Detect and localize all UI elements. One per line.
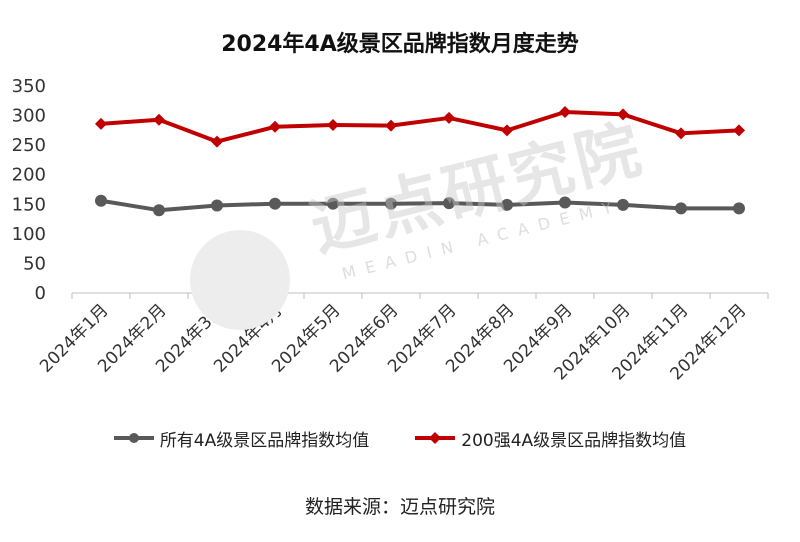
y-tick-label: 100 <box>12 224 46 245</box>
legend-item-all: 所有4A级景区品牌指数均值 <box>113 426 370 451</box>
series-line-1 <box>99 198 741 213</box>
legend-label-all: 所有4A级景区品牌指数均值 <box>159 430 370 451</box>
data-point <box>327 119 339 132</box>
data-point <box>675 202 687 215</box>
series-line-2 <box>99 110 741 144</box>
source-note: 数据来源：迈点研究院 <box>304 496 495 518</box>
legend-swatch-all <box>113 433 154 443</box>
y-tick-label: 350 <box>12 76 46 97</box>
data-point <box>269 120 281 133</box>
data-point <box>617 108 629 121</box>
legend: 所有4A级景区品牌指数均值 200强4A级景区品牌指数均值 <box>0 425 800 451</box>
data-point <box>95 117 107 130</box>
chart-title: 2024年4A级景区品牌指数月度走势 <box>221 32 579 57</box>
y-tick-label: 250 <box>12 135 46 156</box>
y-tick-label: 300 <box>12 106 46 127</box>
data-point <box>327 197 339 210</box>
data-point <box>385 197 397 210</box>
legend-label-top200: 200强4A级景区品牌指数均值 <box>461 430 687 451</box>
data-point <box>95 194 107 207</box>
y-tick-label: 0 <box>35 283 46 304</box>
legend-swatch-top200 <box>415 432 456 444</box>
data-point <box>733 202 745 215</box>
data-point <box>211 199 223 212</box>
line-chart: 0501001502002503003502024年1月2024年2月2024年… <box>12 76 769 384</box>
data-point <box>501 198 513 211</box>
data-point <box>211 135 223 148</box>
y-tick-label: 200 <box>12 165 46 186</box>
data-point <box>675 127 687 140</box>
data-point <box>617 198 629 211</box>
data-point <box>559 196 571 209</box>
data-point <box>153 204 165 217</box>
y-tick-label: 150 <box>12 194 46 215</box>
data-point <box>733 124 745 137</box>
data-point <box>269 197 281 210</box>
data-point <box>501 124 513 137</box>
data-point <box>443 197 455 210</box>
y-tick-label: 50 <box>23 253 46 274</box>
data-point <box>385 119 397 132</box>
data-point <box>443 111 455 124</box>
data-point <box>153 113 165 126</box>
data-point <box>559 106 571 119</box>
legend-item-top200: 200强4A级景区品牌指数均值 <box>415 426 686 451</box>
